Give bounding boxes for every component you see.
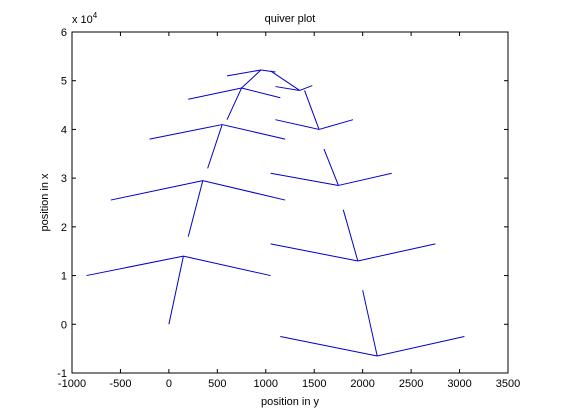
x-tick-label: 2000 xyxy=(350,378,374,390)
quiver-segment xyxy=(202,180,286,201)
x-tick-label: 2500 xyxy=(399,378,423,390)
quiver-segment xyxy=(275,119,320,130)
y-tick-label: 6 xyxy=(61,27,67,39)
quiver-segment xyxy=(318,119,354,130)
quiver-segment xyxy=(357,243,436,262)
quiver-segment xyxy=(110,180,203,201)
y-tick-label: 3 xyxy=(61,173,67,185)
x-axis-ticks: -1000 -500 0 500 1000 1500 2000 2500 3000 3500 xyxy=(58,32,520,390)
quiver-segment xyxy=(222,124,286,140)
x-tick-label: 500 xyxy=(208,378,226,390)
y-tick-label: 1 xyxy=(61,271,67,283)
y-tick-label: -1 xyxy=(57,368,67,380)
y-tick-label: 5 xyxy=(61,76,67,88)
quiver-segment xyxy=(299,85,313,91)
y-axis-ticks: -1 0 1 2 3 4 5 6 xyxy=(57,27,508,380)
quiver-segment xyxy=(377,335,465,357)
quiver-segment xyxy=(323,148,339,186)
quiver-segment xyxy=(260,69,276,73)
y-exponent-power: 4 xyxy=(93,11,98,20)
chart-title: quiver plot xyxy=(265,13,316,25)
x-tick-label: 3500 xyxy=(496,378,520,390)
y-tick-label: 0 xyxy=(61,319,67,331)
x-tick-label: 1000 xyxy=(254,378,278,390)
quiver-segment xyxy=(149,124,223,140)
quiver-segment xyxy=(168,255,184,325)
quiver-arrows xyxy=(86,69,465,357)
quiver-segment xyxy=(270,70,300,91)
quiver-segment xyxy=(241,87,281,99)
quiver-segment xyxy=(362,290,378,357)
quiver-segment xyxy=(342,209,359,262)
x-tick-label: 0 xyxy=(166,378,172,390)
quiver-segment xyxy=(226,87,243,120)
plot-area xyxy=(71,31,509,374)
quiver-segment xyxy=(226,69,262,77)
quiver-segment xyxy=(187,180,204,237)
quiver-segment xyxy=(183,255,271,277)
y-axis-exponent: x 104 xyxy=(72,11,98,26)
x-tick-label: 3000 xyxy=(447,378,471,390)
x-axis-label: position in y xyxy=(261,396,320,408)
quiver-segment xyxy=(275,86,300,91)
y-tick-label: 4 xyxy=(61,124,67,136)
y-tick-label: 2 xyxy=(61,222,67,234)
y-exponent-base: x 10 xyxy=(72,14,93,26)
quiver-segment xyxy=(304,90,320,130)
quiver-segment xyxy=(270,243,358,262)
quiver-segment xyxy=(280,335,378,357)
quiver-segment xyxy=(241,69,262,89)
y-axis-label: position in x xyxy=(39,173,51,232)
x-tick-label: -1000 xyxy=(58,378,86,390)
quiver-segment xyxy=(188,87,242,100)
x-tick-label: 1500 xyxy=(302,378,326,390)
quiver-segment xyxy=(207,124,223,169)
quiver-segment xyxy=(270,172,339,186)
quiver-segment xyxy=(86,255,184,277)
x-tick-label: -500 xyxy=(109,378,131,390)
quiver-segment xyxy=(338,172,392,186)
